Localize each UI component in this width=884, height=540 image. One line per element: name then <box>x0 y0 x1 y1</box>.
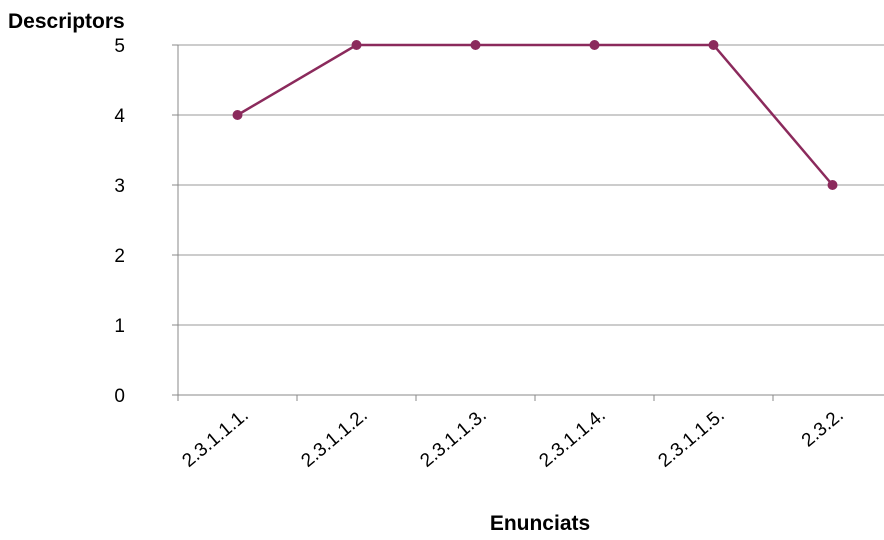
x-axis-title: Enunciats <box>490 512 590 535</box>
y-tick-label: 3 <box>114 176 125 197</box>
y-tick-label: 4 <box>114 106 125 127</box>
x-tick-labels: 2.3.1.1.1. 2.3.1.1.2. 2.3.1.1.3. 2.3.1.1.4.… <box>179 405 848 472</box>
x-tick-label: 2.3.1.1.5. <box>655 405 729 472</box>
series <box>232 40 838 190</box>
y-tick-label: 5 <box>114 36 125 57</box>
data-point <box>351 40 362 50</box>
x-tick-label: 2.3.1.1.1. <box>179 405 253 472</box>
axes <box>172 44 884 401</box>
y-tick-label: 2 <box>114 246 125 267</box>
data-point <box>827 180 838 190</box>
y-tick-label: 0 <box>114 386 125 407</box>
y-axis-title: Descriptors <box>8 10 125 33</box>
series-line <box>236 43 834 186</box>
x-tick-label: 2.3.1.1.4. <box>536 405 610 472</box>
data-point <box>232 110 243 120</box>
data-point <box>708 40 719 50</box>
x-tick-label: 2.3.2. <box>798 405 848 452</box>
y-tick-labels: 0 1 2 3 4 5 <box>114 36 125 407</box>
x-tick-label: 2.3.1.1.3. <box>417 405 491 472</box>
x-tick-label: 2.3.1.1.2. <box>298 405 372 472</box>
y-tick-label: 1 <box>114 316 125 337</box>
data-point <box>470 40 481 50</box>
data-point <box>589 40 600 50</box>
